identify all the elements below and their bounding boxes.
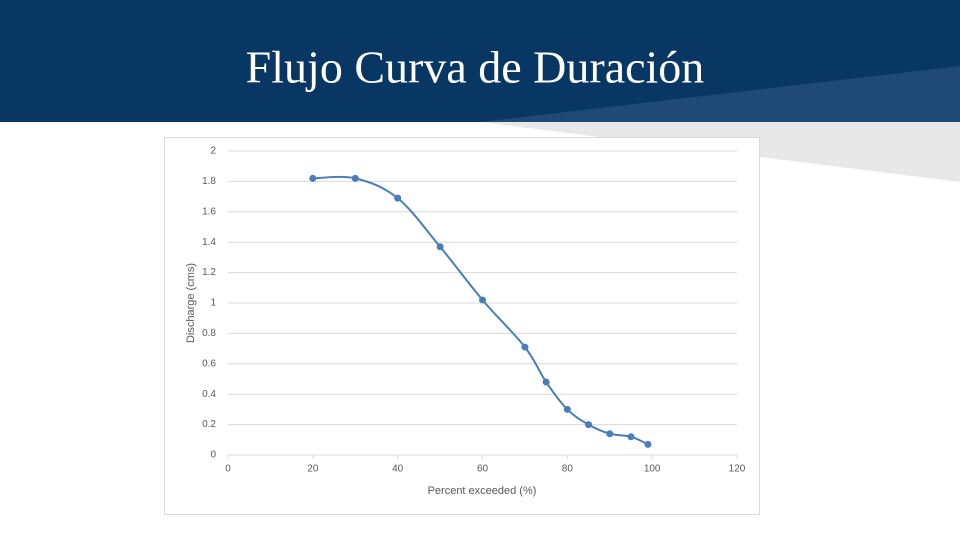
marker (436, 243, 444, 251)
x-tick-label: 60 (477, 464, 489, 475)
marker (563, 405, 571, 413)
marker (521, 343, 529, 351)
marker (479, 296, 486, 304)
y-tick-label: 1.4 (202, 237, 216, 248)
marker (644, 440, 652, 448)
marker (542, 378, 550, 386)
marker (309, 174, 317, 182)
y-tick-label: 0 (210, 450, 216, 461)
y-tick-label: 1.6 (202, 206, 216, 217)
x-tick-label: 120 (729, 464, 746, 475)
x-tick-label: 40 (392, 464, 404, 475)
marker (351, 174, 359, 182)
marker (394, 194, 402, 202)
slide-title: Flujo Curva de Duración (246, 42, 705, 93)
marker (606, 430, 614, 438)
y-axis-label: Discharge (cms) (185, 263, 197, 343)
y-tick-label: 1 (210, 298, 216, 309)
x-axis-label: Percent exceeded (%) (428, 485, 537, 497)
y-tick-label: 0.8 (202, 328, 216, 339)
x-tick-label: 0 (225, 464, 231, 475)
y-tick-label: 1.2 (202, 267, 216, 278)
y-tick-label: 0.6 (202, 358, 216, 369)
y-tick-label: 0.2 (202, 419, 216, 430)
y-tick-label: 2 (210, 146, 216, 157)
header-accent (480, 66, 960, 122)
marker (627, 433, 635, 441)
chart-frame (164, 137, 760, 515)
x-tick-label: 20 (307, 464, 319, 475)
y-tick-label: 1.8 (202, 176, 216, 187)
y-tick-label: 0.4 (202, 389, 216, 400)
x-tick-label: 80 (562, 464, 574, 475)
marker (585, 421, 593, 429)
x-tick-label: 100 (644, 464, 661, 475)
